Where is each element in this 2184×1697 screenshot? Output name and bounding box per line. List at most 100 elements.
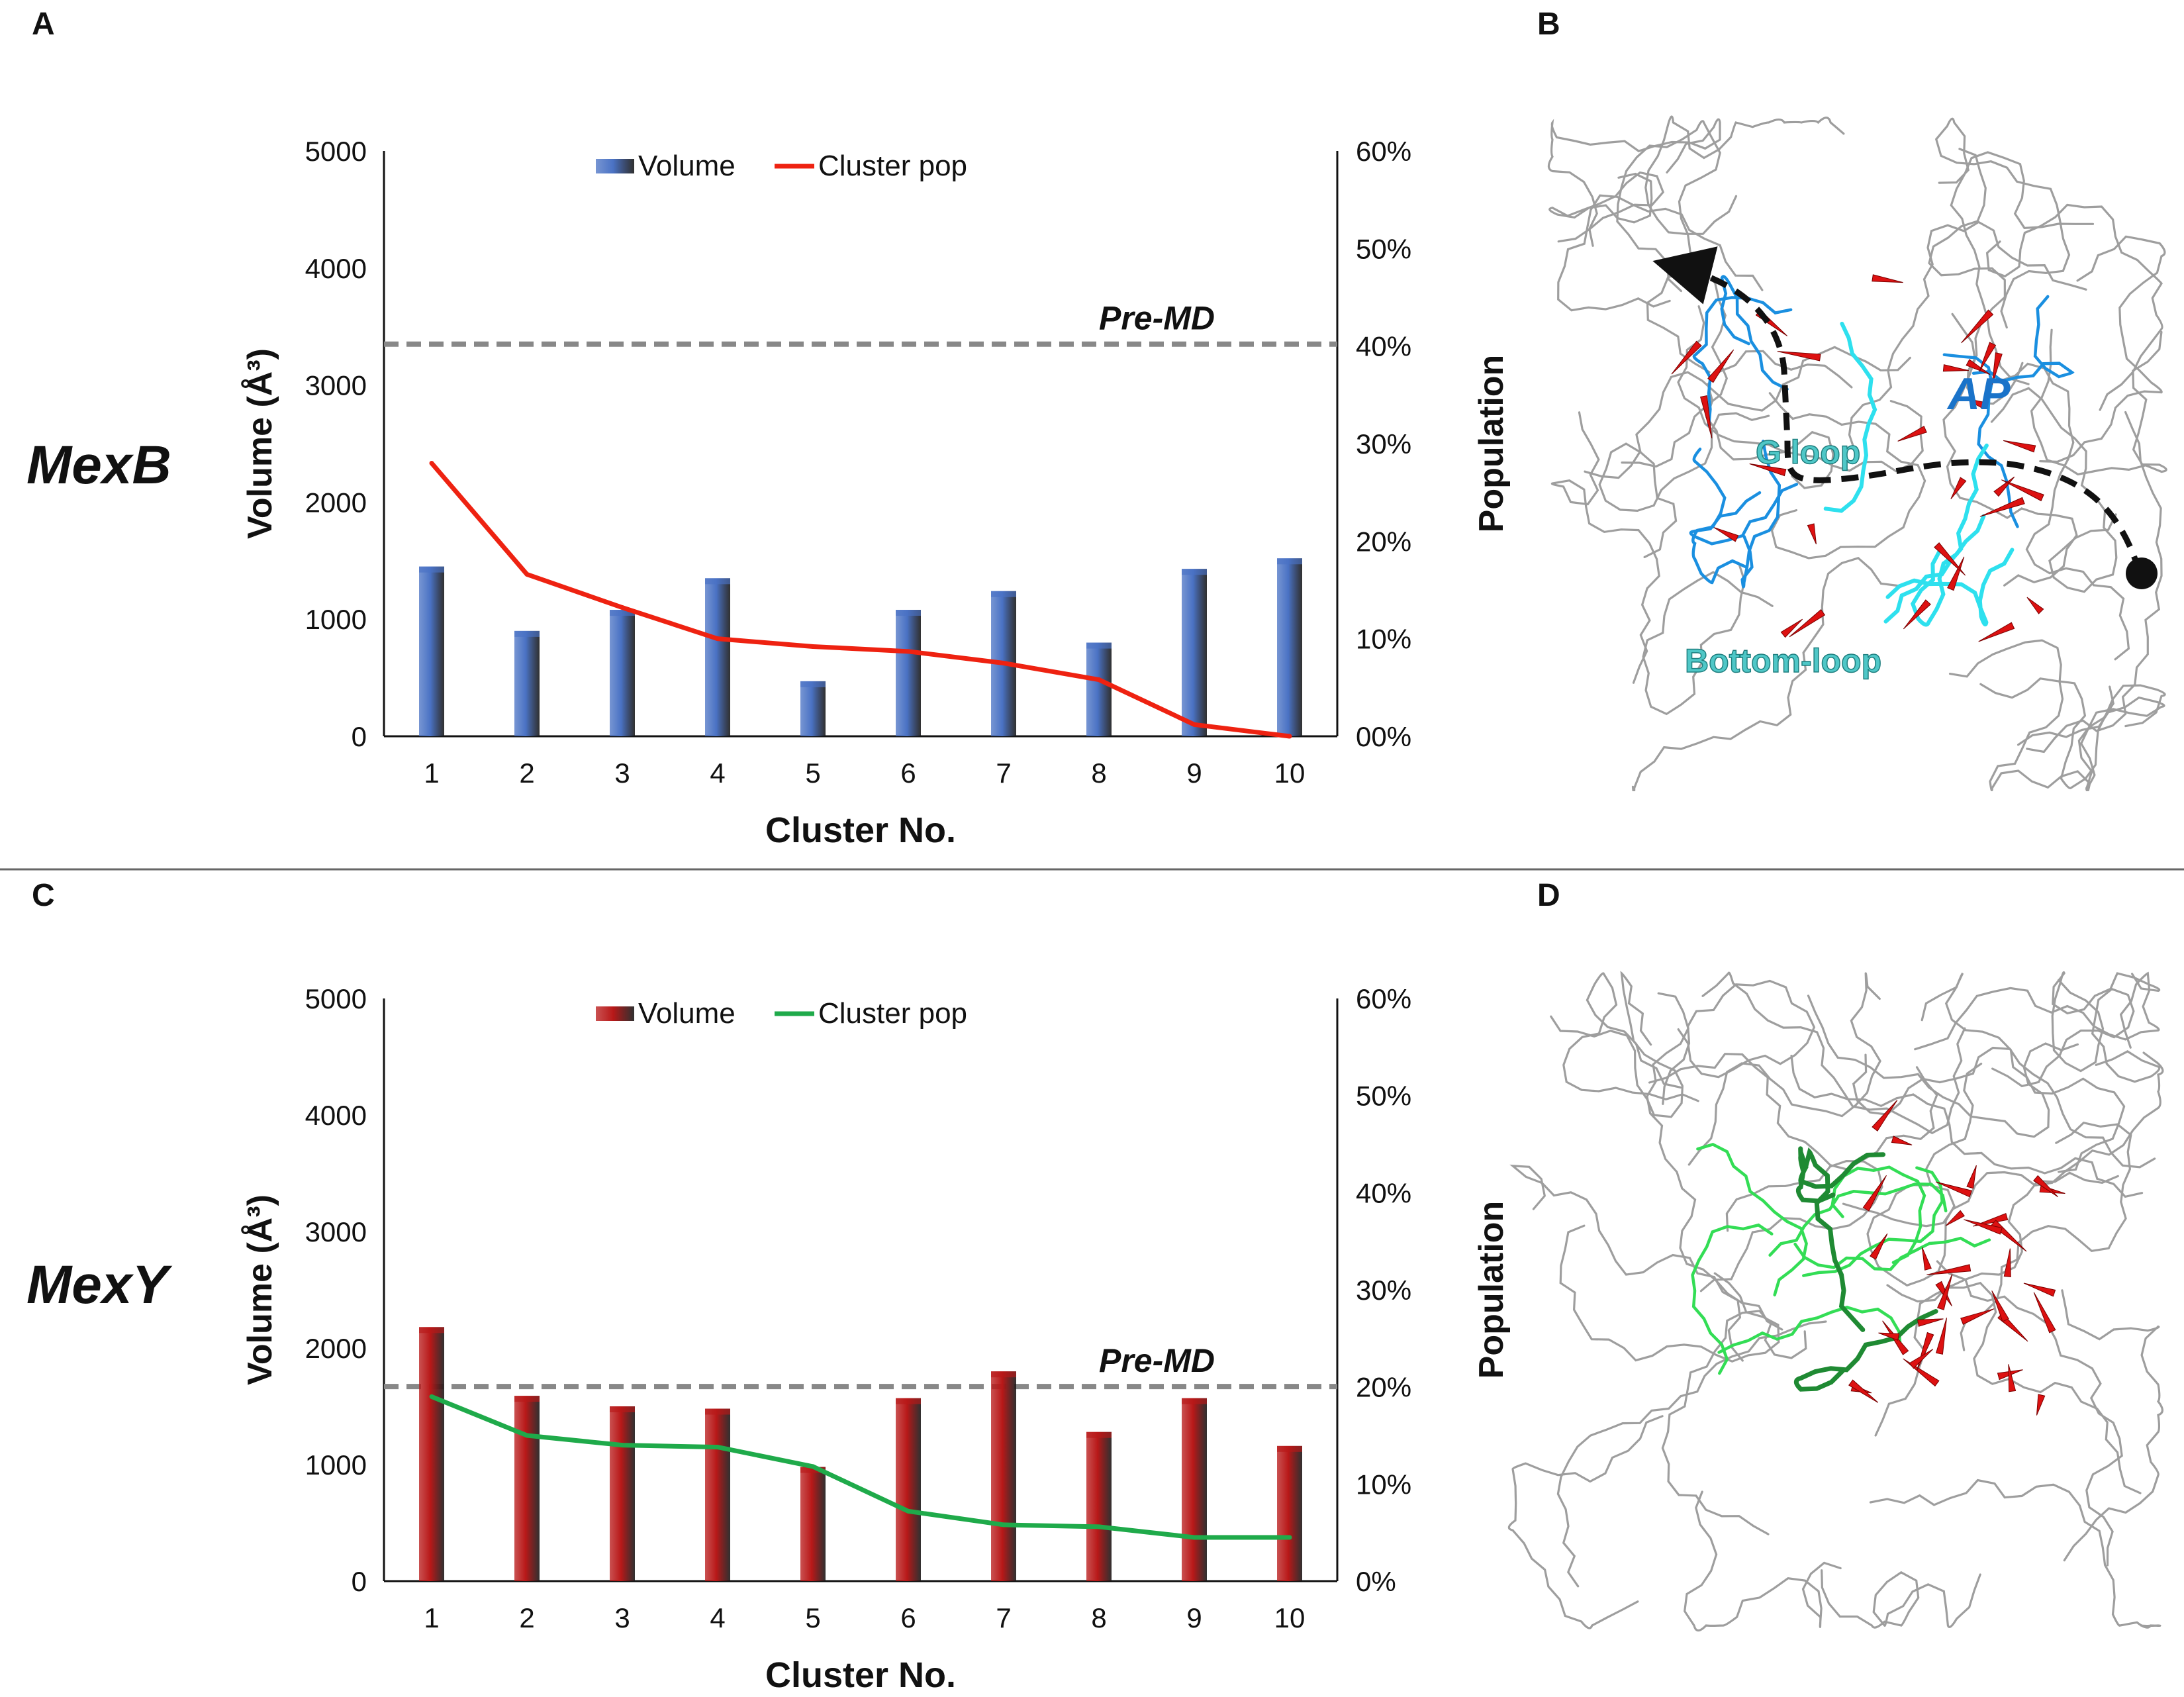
line-point bbox=[1096, 1524, 1102, 1529]
y2-tick-label: 30% bbox=[1356, 428, 1411, 460]
protein-name-mexb: MexB bbox=[26, 435, 171, 495]
y-tick-label: 4000 bbox=[305, 1100, 367, 1131]
backbone-segment bbox=[1642, 563, 1774, 716]
bar-volume bbox=[991, 1371, 1016, 1581]
motion-arrow bbox=[2026, 597, 2044, 614]
protein-name-mexy: MexY bbox=[26, 1255, 173, 1315]
y-tick-label: 4000 bbox=[305, 253, 367, 284]
motion-arrow bbox=[1978, 622, 2015, 642]
line-point bbox=[429, 1394, 434, 1399]
x-tick-label: 9 bbox=[1186, 757, 1202, 789]
backbone-segment bbox=[1584, 346, 1911, 479]
reference-line-label: Pre-MD bbox=[1099, 300, 1215, 337]
motion-arrow bbox=[1917, 1318, 1944, 1327]
x-tick-label: 10 bbox=[1274, 757, 1306, 789]
motion-arrow bbox=[1713, 527, 1739, 542]
backbone-segment bbox=[1687, 972, 1881, 1166]
line-point bbox=[524, 1433, 530, 1438]
panel-label-a: A bbox=[32, 7, 55, 42]
backbone-segment bbox=[1507, 1415, 1664, 1629]
y2-axis-title: Population bbox=[1472, 1201, 1511, 1379]
bar-volume-cap bbox=[705, 1408, 730, 1415]
line-point bbox=[715, 1445, 720, 1450]
chart-mexy: 0 1000 2000 3000 4000 5000 0% 10% 20% 30% 40% 50% 60… bbox=[241, 983, 1511, 1695]
line-point bbox=[1001, 1522, 1006, 1527]
motion-arrow bbox=[1921, 1247, 1932, 1271]
motion-arrow bbox=[1934, 542, 1966, 576]
panel-label-d: D bbox=[1537, 878, 1560, 913]
bar-volume bbox=[1182, 569, 1207, 736]
line-point bbox=[429, 460, 434, 465]
bottom-loop-label: Bottom-loop bbox=[1685, 642, 1881, 679]
motion-arrow bbox=[1872, 274, 1903, 283]
x-tick-label: 10 bbox=[1274, 1602, 1306, 1633]
line-point bbox=[1287, 1535, 1292, 1540]
panel-label-c: C bbox=[32, 878, 55, 913]
legend-label-volume: Volume bbox=[638, 997, 736, 1030]
loop-segment bbox=[1689, 483, 1799, 546]
loop-segment bbox=[1823, 321, 1877, 513]
motion-arrow bbox=[1903, 599, 1931, 630]
motion-arrow bbox=[1707, 349, 1734, 383]
motion-arrow bbox=[1935, 1318, 1947, 1355]
motion-arrow bbox=[2008, 1364, 2017, 1392]
motion-arrow bbox=[1979, 497, 2025, 517]
bar-volume-cap bbox=[514, 1396, 540, 1402]
bar-volume bbox=[419, 566, 444, 736]
x-tick-label: 3 bbox=[614, 757, 630, 789]
motion-arrow bbox=[1780, 618, 1803, 638]
loop-segment bbox=[1942, 353, 2019, 528]
y-tick-label: 5000 bbox=[305, 983, 367, 1014]
motion-arrow bbox=[1926, 1264, 1971, 1275]
backbone-segment bbox=[1548, 171, 1665, 243]
bar-volume-cap bbox=[896, 610, 921, 616]
line-cluster-pop bbox=[430, 1394, 1290, 1540]
backbone-segment bbox=[1646, 992, 1783, 1331]
loop-segment bbox=[1692, 296, 1793, 427]
bar-volume-cap bbox=[610, 610, 635, 616]
x-tick-label: 8 bbox=[1091, 1602, 1106, 1633]
x-tick-label: 5 bbox=[805, 1602, 820, 1633]
backbone-segment bbox=[1874, 1171, 2119, 1437]
bar-volume bbox=[705, 1408, 730, 1581]
backbone-segment bbox=[1852, 1046, 2156, 1169]
y2-tick-label: 40% bbox=[1356, 1177, 1411, 1208]
loop-segment bbox=[1795, 1146, 1886, 1204]
y2-tick-label: 60% bbox=[1356, 136, 1411, 167]
y-tick-label: 1000 bbox=[305, 1449, 367, 1480]
backbone-segment bbox=[2026, 411, 2163, 753]
backbone-segment bbox=[1866, 1063, 1983, 1287]
motion-arrow bbox=[1979, 342, 1997, 372]
line-point bbox=[1192, 1535, 1197, 1540]
loop-segment bbox=[1793, 1309, 1938, 1392]
motion-arrow bbox=[1950, 477, 1967, 500]
backbone-segment bbox=[1701, 971, 1966, 1135]
bar-volume-cap bbox=[1182, 569, 1207, 575]
backbone-segment bbox=[1550, 411, 1660, 684]
backbone-segment bbox=[1705, 350, 1853, 489]
motion-arrow bbox=[2003, 1248, 2011, 1278]
backbone-segment bbox=[1616, 120, 1721, 293]
motion-arrow bbox=[1964, 1219, 2003, 1235]
motion-arrow bbox=[2023, 1283, 2056, 1297]
motion-arrow bbox=[1789, 609, 1826, 638]
backbone-segment bbox=[1869, 1479, 2161, 1629]
backbone-segment bbox=[1842, 1051, 2164, 1228]
motion-arrow bbox=[1947, 556, 1965, 591]
line-point bbox=[524, 571, 530, 577]
backbone-segment bbox=[1768, 392, 1926, 559]
motion-arrow bbox=[2003, 440, 2036, 453]
y-tick-label: 1000 bbox=[305, 604, 367, 635]
line-point bbox=[1001, 661, 1006, 665]
motion-arrow bbox=[1671, 340, 1702, 375]
protein-backbone-trace bbox=[1507, 971, 2164, 1632]
motion-arrow bbox=[1897, 426, 1927, 442]
backbone-segment bbox=[1662, 979, 1816, 1105]
backbone-segment bbox=[2039, 235, 2166, 463]
motion-arrow bbox=[1993, 476, 2015, 497]
y2-tick-label: 20% bbox=[1356, 1372, 1411, 1403]
x-tick-label: 2 bbox=[519, 757, 534, 789]
bar-volume bbox=[1182, 1398, 1207, 1581]
bar-volume-cap bbox=[991, 1371, 1016, 1378]
x-tick-label: 9 bbox=[1186, 1602, 1202, 1633]
